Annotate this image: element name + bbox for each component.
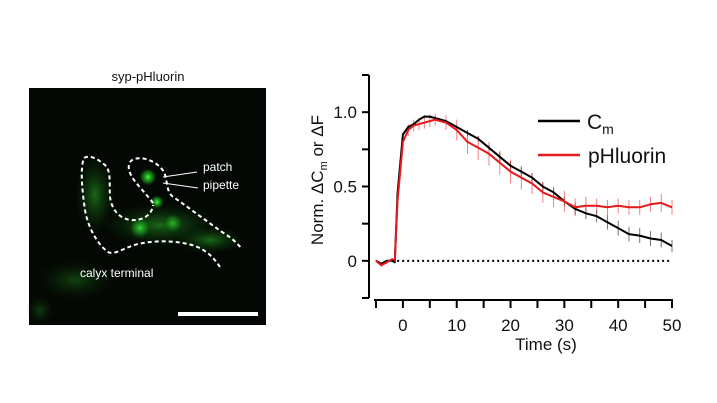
x-tick-label: 0 <box>398 316 407 335</box>
x-tick-label: 10 <box>447 316 466 335</box>
scale-bar <box>178 312 258 316</box>
micrograph-title: syp-pHluorin <box>112 69 185 84</box>
legend-label-phluorin: pHluorin <box>588 145 666 168</box>
y-axis-label: Norm. ΔCm or ΔF <box>308 115 330 245</box>
y-tick-label: 1.0 <box>333 103 357 122</box>
series-line-cm <box>375 115 673 265</box>
terminal-outline <box>80 155 242 268</box>
x-tick-label: 40 <box>609 316 628 335</box>
chart: 0 0.5 1.0 0 10 20 30 40 50 Time (s) Norm. ΔCm or… <box>308 74 682 354</box>
legend-label-cm: Cm <box>587 111 614 137</box>
series-line-phluorin <box>375 118 673 267</box>
pipette-pointer-lines <box>162 171 199 189</box>
fluorescence-signal <box>26 155 245 326</box>
x-axis-label: Time (s) <box>515 335 577 354</box>
label-patch: patch <box>203 160 232 174</box>
label-calyx-terminal: calyx terminal <box>80 266 153 280</box>
y-tick-label: 0.5 <box>333 178 357 197</box>
legend: Cm pHluorin <box>538 111 666 168</box>
x-tick-label: 30 <box>555 316 574 335</box>
micrograph-panel: syp-pHluorin patch pipette calyx termina… <box>26 69 266 326</box>
label-pipette: pipette <box>203 178 239 192</box>
y-tick-label: 0 <box>348 252 357 271</box>
x-tick-label: 50 <box>663 316 682 335</box>
x-tick-label: 20 <box>501 316 520 335</box>
